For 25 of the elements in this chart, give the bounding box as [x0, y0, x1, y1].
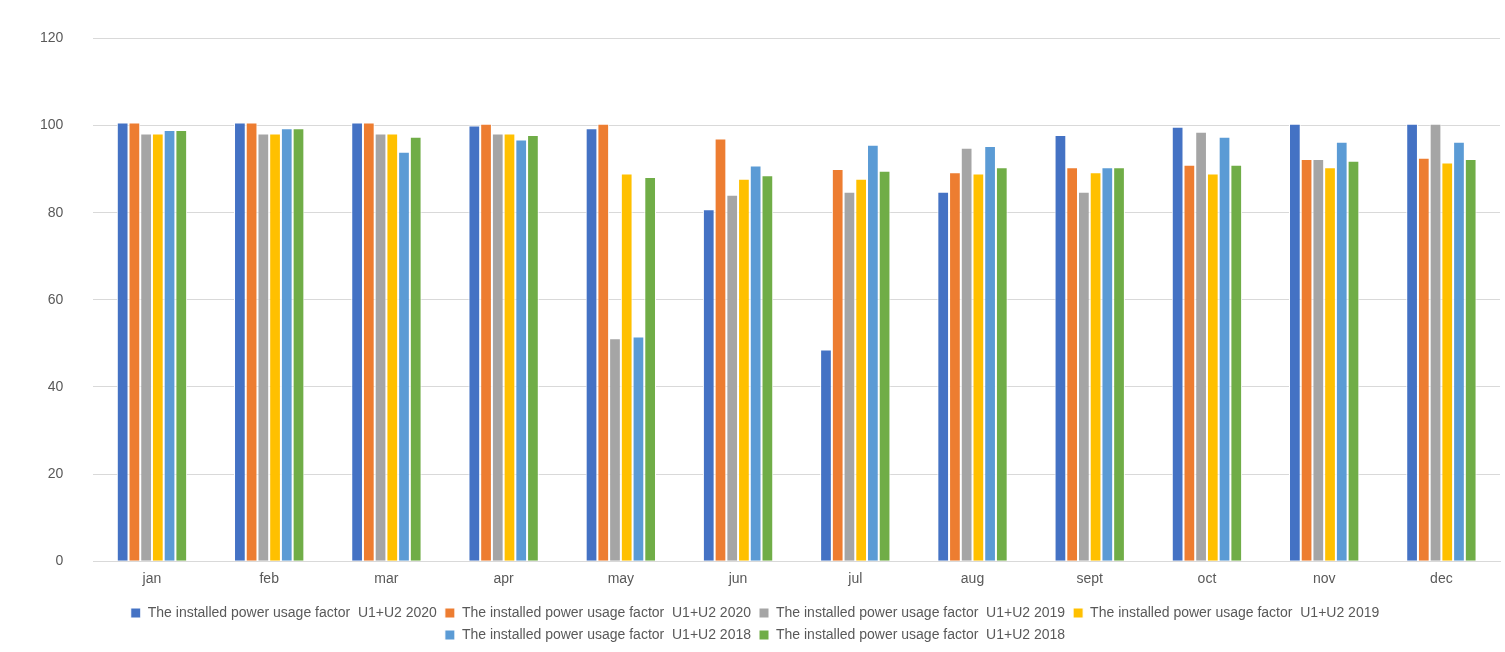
x-tick-label: jul — [847, 570, 863, 587]
x-tick-label: feb — [259, 570, 280, 587]
x-tick-label: dec — [1430, 570, 1453, 587]
y-tick-label: 100 — [40, 116, 64, 133]
x-tick-label: oct — [1197, 570, 1217, 587]
y-tick-label: 60 — [47, 290, 64, 307]
x-tick-label: jan — [141, 570, 162, 587]
y-tick-label: 40 — [47, 377, 64, 394]
legend-label: The installed power usage factor U1+U2 2018 — [461, 625, 752, 642]
legend-label: The installed power usage factor U1+U2 2020 — [461, 603, 752, 620]
x-tick-label: apr — [493, 570, 515, 587]
x-tick-label: may — [607, 570, 635, 587]
legend-label: The installed power usage factor U1+U2 2020 — [147, 603, 438, 620]
y-tick-label: 80 — [47, 203, 64, 220]
legend-label: The installed power usage factor U1+U2 2019 — [776, 603, 1066, 620]
x-tick-label: jun — [727, 570, 748, 587]
y-tick-label: 20 — [47, 464, 64, 481]
x-tick-label: mar — [374, 570, 399, 587]
legend-label: The installed power usage factor U1+U2 2019 — [1090, 603, 1380, 620]
x-tick-label: nov — [1312, 570, 1336, 587]
legend-label: The installed power usage factor U1+U2 2018 — [776, 625, 1066, 642]
x-tick-label: sept — [1076, 570, 1104, 587]
x-tick-label: aug — [960, 570, 985, 587]
y-tick-label: 0 — [55, 552, 64, 569]
y-tick-label: 120 — [40, 29, 64, 46]
